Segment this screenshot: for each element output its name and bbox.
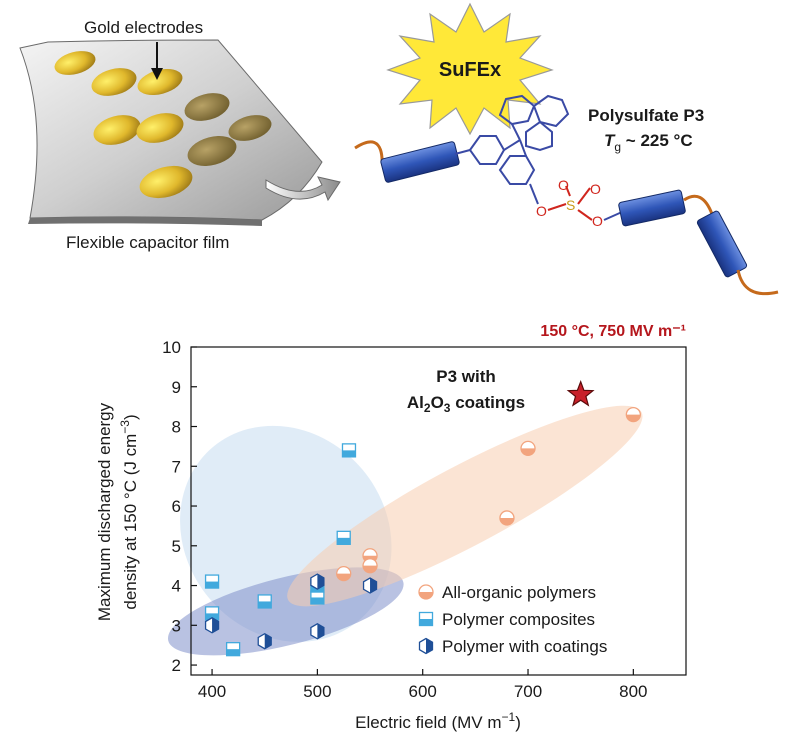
x-tick-label: 500 bbox=[303, 682, 331, 701]
y-tick-label: 3 bbox=[172, 616, 181, 635]
gold-electrode-pads bbox=[54, 51, 272, 199]
tg-subscript: g bbox=[614, 140, 621, 154]
point-polymer-composites bbox=[341, 443, 357, 458]
legend-marker-polymer-composites bbox=[418, 611, 434, 627]
condition-label: 150 °C, 750 MV m⁻¹ bbox=[540, 323, 686, 340]
point-polymer-composites bbox=[225, 642, 241, 657]
highlight-label-line2: Al2O3 coatings bbox=[407, 393, 525, 415]
y-tick-label: 9 bbox=[172, 378, 181, 397]
axis-ticks: 400 500 600 700 800 2 3 4 5 6 7 8 9 10 bbox=[162, 338, 647, 701]
sufex-label: SuFEx bbox=[439, 59, 501, 81]
point-polymer-with-coatings bbox=[310, 623, 325, 640]
highlight-star-icon bbox=[566, 380, 595, 407]
legend-marker-polymer-with-coatings bbox=[418, 637, 434, 655]
y-tick-label: 7 bbox=[172, 457, 181, 476]
polymer-block-left bbox=[380, 141, 460, 183]
y-tick-label: 8 bbox=[172, 418, 181, 437]
y-axis-title: Maximum discharged energy density at 150… bbox=[95, 402, 140, 621]
point-polymer-composites bbox=[336, 530, 351, 545]
y-axis-title-line2: density at 150 °C (J cm−3) bbox=[118, 414, 140, 609]
point-all-organic-polymers bbox=[499, 510, 515, 526]
x-tick-label: 800 bbox=[619, 682, 647, 701]
atom-oxygen-4: O bbox=[592, 213, 603, 229]
capacitor-film-illustration: Gold electrodes Flexible capacitor film bbox=[19, 18, 341, 252]
legend-marker-all-organic-polymers bbox=[418, 584, 434, 600]
point-all-organic-polymers bbox=[362, 558, 378, 574]
x-axis-title: Electric field (MV m−1) bbox=[355, 710, 521, 732]
y-tick-label: 6 bbox=[172, 497, 181, 516]
point-all-organic-polymers bbox=[520, 440, 536, 457]
plot-frame bbox=[190, 346, 687, 676]
starburst-icon bbox=[386, 2, 554, 136]
atom-sulfur: S bbox=[566, 197, 575, 213]
highlight-label-line1: P3 with bbox=[436, 367, 496, 386]
legend: All-organic polymers Polymer composites Po… bbox=[418, 583, 607, 656]
polymer-block-end bbox=[696, 210, 748, 278]
polymer-chain-right bbox=[736, 269, 779, 296]
point-all-organic-polymers bbox=[625, 406, 641, 423]
fluorene-unit bbox=[468, 94, 570, 205]
chart: 400 500 600 700 800 2 3 4 5 6 7 8 9 10 150 °C, 750 MV… bbox=[95, 323, 687, 732]
polymer-structure: O S O O O Polysulfate P3 Tg ~ 225 °C bbox=[354, 94, 779, 296]
tg-value: ~ 225 °C bbox=[621, 131, 693, 150]
sufex-burst: SuFEx bbox=[386, 2, 554, 136]
tg-symbol: T bbox=[604, 131, 616, 150]
x-tick-label: 400 bbox=[198, 682, 226, 701]
y-tick-label: 2 bbox=[172, 656, 181, 675]
data-markers bbox=[204, 380, 641, 657]
point-polymer-with-coatings bbox=[310, 573, 325, 590]
y-axis-title-line1: Maximum discharged energy bbox=[95, 402, 114, 621]
y-tick-label: 10 bbox=[162, 338, 181, 357]
point-all-organic-polymers bbox=[336, 565, 352, 582]
x-tick-label: 600 bbox=[409, 682, 437, 701]
glass-transition-label: Tg ~ 225 °C bbox=[604, 131, 693, 154]
legend-label-all-organic-polymers: All-organic polymers bbox=[442, 583, 596, 602]
y-tick-label: 4 bbox=[172, 577, 181, 596]
legend-label-polymer-with-coatings: Polymer with coatings bbox=[442, 637, 607, 656]
legend-label-polymer-composites: Polymer composites bbox=[442, 610, 595, 629]
point-polymer-composites bbox=[257, 594, 272, 609]
x-tick-label: 700 bbox=[514, 682, 542, 701]
point-polymer-with-coatings bbox=[257, 632, 272, 650]
curved-arrow-icon bbox=[265, 176, 341, 202]
sulfate-linker: O S O O O bbox=[536, 177, 623, 229]
electrode-pointer-arrow bbox=[151, 42, 163, 80]
polymer-block-right bbox=[618, 189, 686, 227]
atom-oxygen-1: O bbox=[536, 203, 547, 219]
atom-oxygen-3: O bbox=[590, 181, 601, 197]
atom-oxygen-2: O bbox=[558, 177, 569, 193]
gold-electrodes-label: Gold electrodes bbox=[84, 18, 203, 37]
polymer-name: Polysulfate P3 bbox=[588, 106, 704, 125]
point-polymer-composites bbox=[310, 590, 325, 605]
point-polymer-composites bbox=[204, 574, 220, 589]
y-tick-label: 5 bbox=[172, 537, 181, 556]
flexible-film-label: Flexible capacitor film bbox=[66, 233, 229, 252]
point-polymer-with-coatings bbox=[362, 577, 378, 594]
point-polymer-with-coatings bbox=[204, 617, 220, 634]
